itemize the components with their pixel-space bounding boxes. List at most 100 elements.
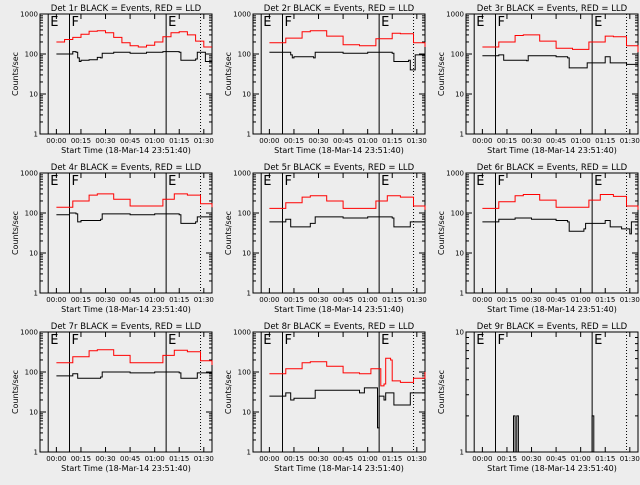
chart-panel-2: Det 2r BLACK = Events, RED = LLD 1 10 100 10… <box>224 4 427 155</box>
x-tick-label: 01:00 <box>358 137 378 145</box>
x-tick-label: 00:45 <box>120 296 140 304</box>
y-axis-label: Counts/sec <box>11 211 20 255</box>
x-tick-label: 01:15 <box>595 137 615 145</box>
series-line-events <box>56 371 212 379</box>
x-tick-label: 00:15 <box>71 296 91 304</box>
y-tick-label: 100 <box>451 210 464 218</box>
plot-frame <box>39 13 213 135</box>
series-line-lld <box>56 349 213 365</box>
y-tick-label: 1 <box>247 290 251 298</box>
plot-frame <box>465 13 639 135</box>
marker-label: E <box>263 15 271 30</box>
x-tick-label: 00:45 <box>333 137 353 145</box>
chart-title: Det 6r BLACK = Events, RED = LLD <box>477 163 628 173</box>
series-line-events <box>269 216 425 228</box>
y-tick-label: 10 <box>455 250 464 258</box>
x-axis-label: Start Time (18-Mar-14 23:51:40) <box>487 146 617 155</box>
marker-label: E <box>50 15 58 30</box>
x-tick-label: 00:15 <box>71 455 91 463</box>
marker-label: F <box>71 333 78 348</box>
chart-title: Det 5r BLACK = Events, RED = LLD <box>264 163 415 173</box>
x-tick-label: 01:00 <box>358 455 378 463</box>
x-tick-label: 00:30 <box>521 296 541 304</box>
chart-panel-3: Det 3r BLACK = Events, RED = LLD 1 10 100 10… <box>437 4 640 155</box>
x-axis-label: Start Time (18-Mar-14 23:51:40) <box>274 305 404 314</box>
x-tick-label: 00:30 <box>95 137 115 145</box>
series-line-lld <box>56 30 212 48</box>
x-tick-label: 00:45 <box>333 296 353 304</box>
x-tick-label: 00:15 <box>284 455 304 463</box>
series-line-events <box>482 217 638 235</box>
y-tick-label: 10 <box>455 91 464 99</box>
y-tick-label: 100 <box>451 51 464 59</box>
chart-panel-5: Det 5r BLACK = Events, RED = LLD 1 10 100 10… <box>224 163 427 314</box>
marker-label: E <box>168 174 176 189</box>
y-axis-label: Counts/sec <box>224 211 233 255</box>
marker-label: E <box>50 174 58 189</box>
y-tick-label: 1000 <box>20 11 38 19</box>
x-tick-label: 00:45 <box>120 137 140 145</box>
marker-label: F <box>497 174 504 189</box>
x-tick-label: 00:30 <box>95 296 115 304</box>
chart-title: Det 4r BLACK = Events, RED = LLD <box>51 163 202 173</box>
plot-frame <box>39 331 213 453</box>
series-line-events <box>482 415 638 453</box>
x-tick-label: 01:30 <box>620 137 640 145</box>
plot-frame <box>252 13 426 135</box>
x-tick-label: 01:15 <box>169 137 189 145</box>
x-tick-label: 01:15 <box>382 455 402 463</box>
x-tick-label: 01:15 <box>382 137 402 145</box>
x-axis-label: Start Time (18-Mar-14 23:51:40) <box>61 305 191 314</box>
marker-label: E <box>476 15 484 30</box>
x-axis-label: Start Time (18-Mar-14 23:51:40) <box>274 146 404 155</box>
marker-label: E <box>594 174 602 189</box>
y-tick-label: 10 <box>29 91 38 99</box>
marker-label: E <box>168 15 176 30</box>
chart-title: Det 9r BLACK = Events, RED = LLD <box>477 322 628 332</box>
chart-title: Det 2r BLACK = Events, RED = LLD <box>264 4 415 14</box>
y-tick-label: 100 <box>25 51 38 59</box>
y-tick-label: 1 <box>460 131 464 139</box>
y-tick-label: 1000 <box>446 170 464 178</box>
x-tick-label: 01:00 <box>145 296 165 304</box>
x-tick-label: 00:30 <box>308 455 328 463</box>
x-tick-label: 00:00 <box>259 137 279 145</box>
y-tick-label: 10 <box>242 250 251 258</box>
series-line-events <box>56 51 213 62</box>
y-tick-label: 1 <box>247 449 251 457</box>
x-axis-label: Start Time (18-Mar-14 23:51:40) <box>487 305 617 314</box>
marker-label: F <box>497 333 504 348</box>
series-line-lld <box>482 34 639 53</box>
marker-label: E <box>476 174 484 189</box>
x-tick-label: 01:15 <box>595 296 615 304</box>
x-tick-label: 00:15 <box>284 137 304 145</box>
y-tick-label: 1 <box>34 131 38 139</box>
x-tick-label: 00:00 <box>46 455 66 463</box>
x-tick-label: 01:30 <box>407 455 427 463</box>
y-tick-label: 100 <box>238 369 251 377</box>
x-tick-label: 01:00 <box>571 296 591 304</box>
series-line-lld <box>269 30 426 47</box>
x-tick-label: 00:45 <box>546 296 566 304</box>
series-line-events <box>269 51 426 71</box>
x-axis-label: Start Time (18-Mar-14 23:51:40) <box>61 146 191 155</box>
marker-label: E <box>594 15 602 30</box>
x-axis-label: Start Time (18-Mar-14 23:51:40) <box>61 464 191 473</box>
y-tick-label: 10 <box>242 91 251 99</box>
x-tick-label: 00:00 <box>472 137 492 145</box>
x-tick-label: 01:00 <box>358 296 378 304</box>
chart-panel-7: Det 7r BLACK = Events, RED = LLD 1 10 100 10… <box>11 322 214 473</box>
y-axis-label: Counts/sec <box>11 370 20 414</box>
x-tick-label: 00:00 <box>259 296 279 304</box>
x-tick-label: 00:00 <box>46 137 66 145</box>
plot-frame <box>465 172 639 294</box>
x-tick-label: 00:30 <box>521 137 541 145</box>
marker-label: F <box>71 174 78 189</box>
x-tick-label: 01:00 <box>571 455 591 463</box>
y-tick-label: 1 <box>247 131 251 139</box>
x-tick-label: 01:30 <box>620 455 640 463</box>
marker-label: F <box>284 333 291 348</box>
x-tick-label: 00:30 <box>95 455 115 463</box>
x-tick-label: 00:15 <box>497 296 517 304</box>
